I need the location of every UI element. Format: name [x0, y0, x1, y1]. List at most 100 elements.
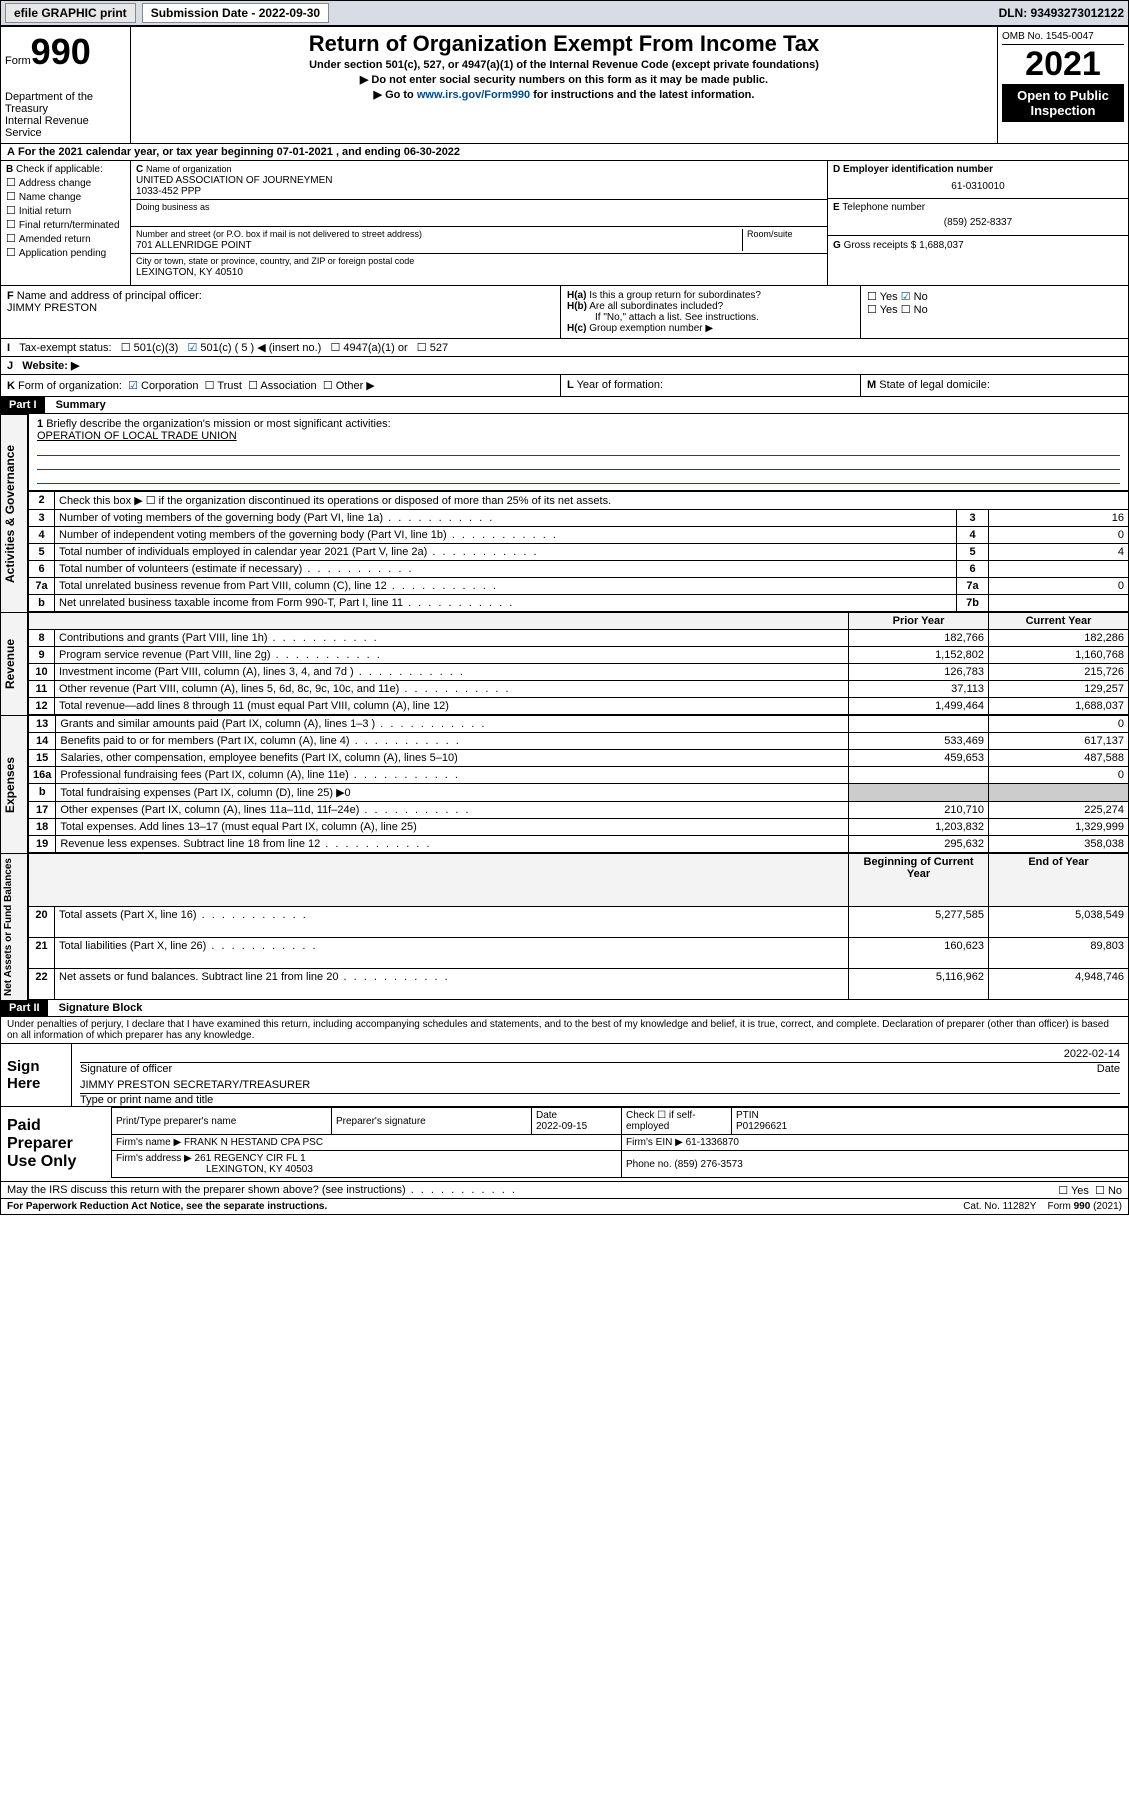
hdr-prior-year: Prior Year [849, 613, 989, 630]
cb-name-change[interactable]: Name change [6, 190, 125, 203]
l-lbl: Year of formation: [577, 379, 663, 391]
ein-value: 61-0310010 [833, 181, 1123, 192]
form-subtitle-2: Do not enter social security numbers on … [135, 73, 993, 86]
val-5: 4 [989, 544, 1129, 561]
i-4947[interactable]: 4947(a)(1) or [330, 342, 407, 354]
efile-button[interactable]: efile GRAPHIC print [5, 3, 136, 23]
line-16b: Total fundraising expenses (Part IX, col… [56, 784, 849, 802]
firm-ein: 61-1336870 [686, 1137, 739, 1148]
cb-final-return[interactable]: Final return/terminated [6, 218, 125, 231]
top-toolbar: efile GRAPHIC print Submission Date - 20… [0, 0, 1129, 26]
governance-table: 2Check this box ▶ ☐ if the organization … [28, 491, 1129, 612]
form-subtitle-3: Go to www.irs.gov/Form990 for instructio… [135, 88, 993, 101]
c10: 215,726 [989, 664, 1129, 681]
prep-selfemp[interactable]: Check ☐ if self-employed [622, 1108, 732, 1135]
c14: 617,137 [989, 733, 1129, 750]
c17: 225,274 [989, 802, 1129, 819]
c-name-lbl: Name of organization [146, 164, 232, 174]
form-footer: Form 990 (2021) [1048, 1201, 1122, 1212]
line-i: I Tax-exempt status: 501(c)(3) 501(c) ( … [0, 339, 1129, 357]
firm-phone-lbl: Phone no. [626, 1159, 672, 1170]
footer: For Paperwork Reduction Act Notice, see … [0, 1199, 1129, 1215]
city-state-zip: LEXINGTON, KY 40510 [136, 267, 243, 278]
hdr-eoy: End of Year [989, 854, 1129, 907]
p10: 126,783 [849, 664, 989, 681]
prep-date-val: 2022-09-15 [536, 1121, 587, 1132]
b-hdr: Check if applicable: [16, 164, 103, 175]
ptin-lbl: PTIN [736, 1110, 759, 1121]
firm-addr: 261 REGENCY CIR FL 1 [195, 1153, 306, 1164]
prep-date-lbl: Date [536, 1110, 557, 1121]
ha-yes[interactable]: Yes [867, 291, 898, 303]
cb-address-change[interactable]: Address change [6, 176, 125, 189]
sign-here-label: Sign Here [1, 1044, 71, 1106]
prep-sig-lbl: Preparer's signature [332, 1108, 532, 1135]
discuss-yes[interactable]: Yes [1058, 1185, 1089, 1197]
c9: 1,160,768 [989, 647, 1129, 664]
hb-no[interactable]: No [901, 304, 928, 316]
c22: 4,948,746 [989, 968, 1129, 999]
i-501c[interactable]: 501(c) ( 5 ) ◀ (insert no.) [187, 342, 321, 354]
sig-date-val: 2022-02-14 [1064, 1048, 1120, 1060]
k-assoc[interactable]: Association [248, 380, 317, 392]
netassets-table: Beginning of Current YearEnd of Year 20T… [28, 853, 1129, 1000]
p17: 210,710 [849, 802, 989, 819]
hdr-current-year: Current Year [989, 613, 1129, 630]
line-8: Contributions and grants (Part VIII, lin… [55, 630, 849, 647]
firm-name: FRANK N HESTAND CPA PSC [184, 1137, 323, 1148]
line-7a: Total unrelated business revenue from Pa… [55, 578, 957, 595]
line-a-text: For the 2021 calendar year, or tax year … [18, 146, 460, 158]
line-14: Benefits paid to or for members (Part IX… [56, 733, 849, 750]
prep-name-lbl: Print/Type preparer's name [112, 1108, 332, 1135]
line-11: Other revenue (Part VIII, column (A), li… [55, 681, 849, 698]
i-501c3[interactable]: 501(c)(3) [121, 342, 179, 354]
p9: 1,152,802 [849, 647, 989, 664]
sig-date-cap: Date [1097, 1063, 1120, 1075]
irs-link[interactable]: www.irs.gov/Form990 [417, 89, 530, 101]
tax-year: 2021 [1002, 45, 1124, 84]
c13: 0 [989, 716, 1129, 733]
firm-addr-lbl: Firm's address ▶ [116, 1153, 192, 1164]
part-i-header: Part I Summary [0, 397, 1129, 414]
hc-text: Group exemption number ▶ [589, 323, 713, 334]
i-527[interactable]: 527 [417, 342, 448, 354]
line-15: Salaries, other compensation, employee b… [56, 750, 849, 767]
line-2: Check this box ▶ ☐ if the organization d… [55, 492, 1129, 510]
cb-initial-return[interactable]: Initial return [6, 204, 125, 217]
c11: 129,257 [989, 681, 1129, 698]
discuss-no[interactable]: No [1095, 1185, 1122, 1197]
ha-no[interactable]: No [901, 291, 928, 303]
d-lbl: Employer identification number [843, 164, 993, 175]
section-fh: F Name and address of principal officer:… [0, 286, 1129, 339]
line-5: Total number of individuals employed in … [55, 544, 957, 561]
p21: 160,623 [849, 937, 989, 968]
k-lbl: Form of organization: [18, 380, 122, 392]
officer-name: JIMMY PRESTON SECRETARY/TREASURER [80, 1079, 310, 1091]
ha-text: Is this a group return for subordinates? [589, 290, 761, 301]
form-word: Form [5, 55, 31, 67]
hb-yes[interactable]: Yes [867, 304, 898, 316]
preparer-label: Paid Preparer Use Only [1, 1107, 111, 1181]
line-17: Other expenses (Part IX, column (A), lin… [56, 802, 849, 819]
k-trust[interactable]: Trust [205, 380, 242, 392]
cb-amended-return[interactable]: Amended return [6, 232, 125, 245]
cb-application-pending[interactable]: Application pending [6, 246, 125, 259]
val-4: 0 [989, 527, 1129, 544]
expenses-table: 13Grants and similar amounts paid (Part … [28, 715, 1129, 853]
p12: 1,499,464 [849, 698, 989, 715]
preparer-block: Paid Preparer Use Only Print/Type prepar… [0, 1107, 1129, 1182]
mission-text: OPERATION OF LOCAL TRADE UNION [37, 430, 237, 442]
part-ii-header: Part II Signature Block [0, 1000, 1129, 1017]
room-lbl: Room/suite [747, 229, 793, 239]
goto-prefix: Go to [385, 89, 417, 101]
p14: 533,469 [849, 733, 989, 750]
form-number: 990 [31, 31, 91, 72]
vlabel-revenue: Revenue [0, 612, 28, 715]
firm-addr2: LEXINGTON, KY 40503 [206, 1164, 313, 1175]
c18: 1,329,999 [989, 819, 1129, 836]
k-other[interactable]: Other ▶ [323, 380, 375, 392]
k-corp[interactable]: Corporation [128, 380, 198, 392]
g-lbl: Gross receipts $ [844, 240, 917, 251]
sig-officer-cap: Signature of officer [80, 1063, 172, 1075]
line-j: J Website: ▶ [0, 357, 1129, 375]
